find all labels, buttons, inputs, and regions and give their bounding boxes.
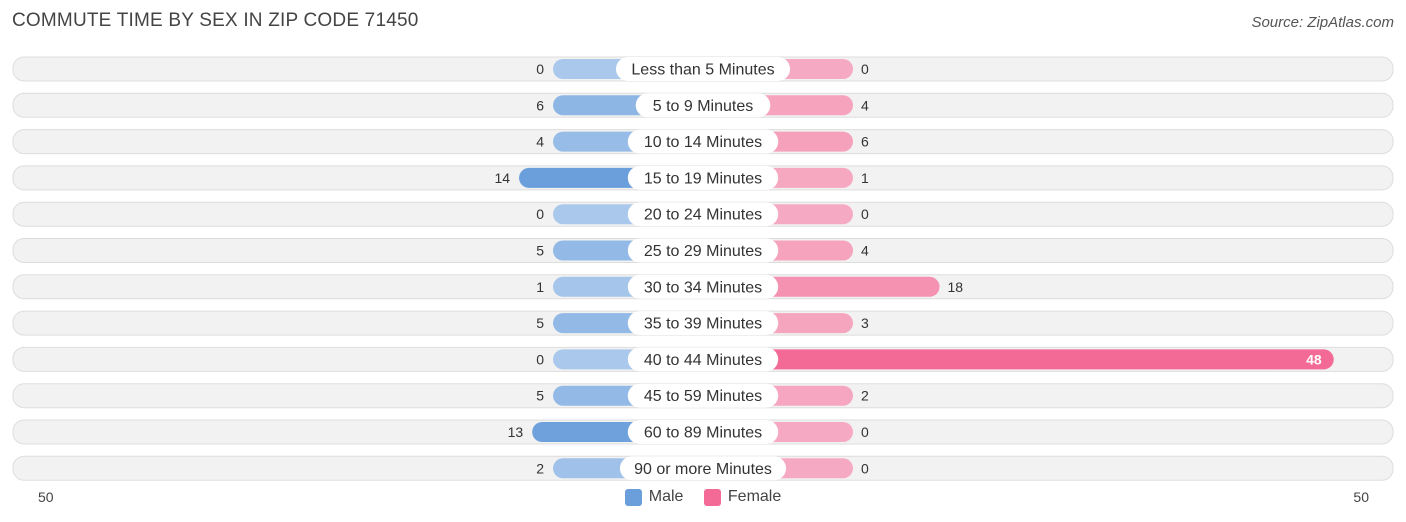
axis-left-label: 50 — [38, 489, 54, 505]
female-value-label: 4 — [861, 97, 869, 113]
legend-item-female: Female — [703, 488, 782, 506]
category-label: 30 to 34 Minutes — [644, 279, 762, 296]
legend-swatch-female — [703, 488, 721, 506]
category-pill — [627, 165, 779, 190]
category-pill — [619, 456, 787, 481]
female-value-label: 48 — [1306, 351, 1322, 367]
category-label: 10 to 14 Minutes — [644, 134, 762, 151]
category-pill — [627, 420, 779, 444]
category-pill — [627, 274, 779, 299]
legend-label-female: Female — [727, 488, 782, 505]
category-label: 15 to 19 Minutes — [644, 170, 762, 187]
female-value-label: 3 — [861, 315, 869, 331]
category-pill — [635, 93, 771, 118]
category-label: 25 to 29 Minutes — [644, 243, 762, 260]
legend-swatch-male — [624, 488, 642, 506]
male-value-label: 6 — [536, 97, 544, 113]
female-value-label: 18 — [948, 279, 964, 295]
male-value-label: 0 — [536, 61, 544, 77]
category-label: 90 or more Minutes — [634, 461, 772, 478]
legend-label-male: Male — [648, 488, 684, 505]
male-value-label: 2 — [536, 460, 544, 476]
category-pill — [627, 202, 779, 227]
male-value-label: 0 — [536, 351, 544, 367]
category-label: 20 to 24 Minutes — [644, 207, 762, 224]
male-value-label: 13 — [508, 424, 524, 440]
category-pill — [627, 238, 779, 263]
axis-right-label: 50 — [1353, 489, 1369, 505]
male-value-label: 5 — [536, 243, 544, 259]
category-label: 40 to 44 Minutes — [644, 352, 762, 369]
female-value-label: 0 — [861, 206, 869, 222]
female-value-label: 0 — [861, 61, 869, 77]
legend: Male Female — [0, 488, 1406, 511]
category-label: 5 to 9 Minutes — [653, 98, 754, 115]
category-pill — [615, 57, 791, 81]
male-value-label: 0 — [536, 206, 544, 222]
male-value-label: 1 — [536, 279, 544, 295]
chart-title: COMMUTE TIME BY SEX IN ZIP CODE 71450 — [12, 10, 419, 31]
male-value-label: 5 — [536, 315, 544, 331]
legend-item-male: Male — [624, 488, 684, 506]
category-pill — [627, 347, 779, 372]
female-value-label: 1 — [861, 170, 869, 186]
male-value-label: 14 — [494, 170, 510, 186]
female-value-label: 0 — [861, 460, 869, 476]
female-value-label: 0 — [861, 424, 869, 440]
female-value-label: 6 — [861, 134, 869, 150]
chart-area: Less than 5 Minutes 0 0 5 to 9 Minutes 6 4 10 … — [12, 56, 1394, 481]
category-pill — [627, 311, 779, 336]
female-value-label: 4 — [861, 243, 869, 259]
category-label: 45 to 59 Minutes — [644, 388, 762, 405]
female-bar — [703, 349, 1334, 370]
male-value-label: 4 — [536, 134, 544, 150]
source-note: Source: ZipAtlas.com — [1251, 14, 1394, 31]
category-pill — [627, 383, 779, 408]
female-value-label: 2 — [861, 388, 869, 404]
category-pill — [627, 129, 779, 154]
category-label: Less than 5 Minutes — [631, 62, 774, 79]
male-value-label: 5 — [536, 388, 544, 404]
category-label: 60 to 89 Minutes — [644, 425, 762, 442]
category-label: 35 to 39 Minutes — [644, 316, 762, 333]
